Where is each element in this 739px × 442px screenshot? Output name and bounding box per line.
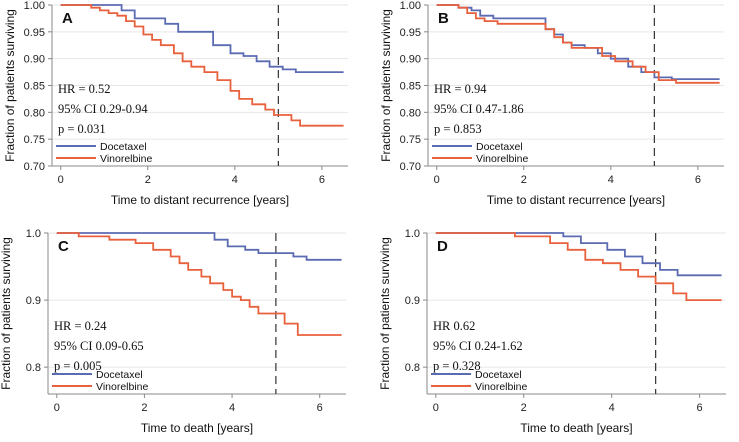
x-tick-label: 0 <box>58 174 64 186</box>
panel-c: 0.8 0.9 1.0 0 2 4 6 C HR = 0.24 95% CI 0.09-0.65 p… <box>0 228 346 435</box>
y-axis-label: Fraction of patients surviving <box>379 9 393 162</box>
y-tick-label: 0.90 <box>400 54 421 66</box>
hazard-ratio-text: HR = 0.52 <box>58 82 111 96</box>
panel-letter: C <box>58 238 69 255</box>
panel-letter: D <box>437 238 448 255</box>
x-tick-label: 0 <box>433 402 439 414</box>
series-line-vinorelbine <box>436 4 720 84</box>
x-tick-label: 4 <box>608 174 614 186</box>
y-tick-label: 0.75 <box>400 134 421 146</box>
x-axis-label: Time to distant recurrence [years] <box>111 193 289 207</box>
x-tick-label: 2 <box>141 402 147 414</box>
p-value-text: p = 0.005 <box>54 359 102 373</box>
y-tick-label: 1.00 <box>24 0 45 12</box>
y-tick-label: 0.80 <box>24 107 45 119</box>
y-axis-label: Fraction of patients surviving <box>3 9 17 162</box>
legend-label-docetaxel: Docetaxel <box>476 141 523 153</box>
panel-letter: A <box>62 10 73 27</box>
y-tick-label: 1.00 <box>400 0 421 12</box>
legend-label-vinorelbine: Vinorelbine <box>476 153 529 165</box>
x-tick-label: 4 <box>609 402 615 414</box>
confidence-interval-text: 95% CI 0.29-0.94 <box>58 102 148 116</box>
x-tick-label: 6 <box>319 174 325 186</box>
p-value-text: p = 0.853 <box>434 122 482 136</box>
legend-label-docetaxel: Docetaxel <box>475 369 522 381</box>
p-value-text: p = 0.328 <box>433 359 481 373</box>
confidence-interval-text: 95% CI 0.24-1.62 <box>433 339 523 353</box>
x-tick-label: 2 <box>521 174 527 186</box>
y-tick-label: 0.80 <box>400 107 421 119</box>
series-line-docetaxel <box>60 4 344 73</box>
panel-a: 0.70 0.75 0.80 0.85 0.90 0.95 1.00 0 2 4 6 A HR = 0.… <box>3 0 348 207</box>
series-line-vinorelbine <box>60 4 344 127</box>
series-line-docetaxel <box>435 232 722 277</box>
x-axis-label: Time to death [years] <box>141 421 253 435</box>
x-tick-label: 0 <box>54 402 60 414</box>
panel-letter: B <box>438 10 449 27</box>
confidence-interval-text: 95% CI 0.47-1.86 <box>434 102 524 116</box>
legend-label-vinorelbine: Vinorelbine <box>475 381 528 393</box>
legend-label-docetaxel: Docetaxel <box>100 141 147 153</box>
series-line-vinorelbine <box>435 232 722 301</box>
legend-label-vinorelbine: Vinorelbine <box>96 381 149 393</box>
y-tick-label: 0.8 <box>405 362 420 374</box>
series-line-docetaxel <box>56 232 342 261</box>
y-tick-label: 0.85 <box>400 81 421 93</box>
y-axis-label: Fraction of patients surviving <box>378 237 392 390</box>
y-tick-label: 1.0 <box>405 228 420 240</box>
y-tick-label: 0.70 <box>400 161 421 173</box>
y-tick-label: 0.70 <box>24 161 45 173</box>
series-line-docetaxel <box>436 4 720 80</box>
panel-d: 0.8 0.9 1.0 0 2 4 6 D HR 0.62 95% CI 0.24-1.62 p =… <box>378 228 726 435</box>
panel-b: 0.70 0.75 0.80 0.85 0.90 0.95 1.00 0 2 4 6 B HR = 0.… <box>379 0 724 207</box>
x-tick-label: 6 <box>317 402 323 414</box>
y-tick-label: 0.75 <box>24 134 45 146</box>
x-axis-label: Time to death [years] <box>520 421 632 435</box>
hazard-ratio-text: HR = 0.94 <box>434 82 487 96</box>
y-tick-label: 0.9 <box>26 295 41 307</box>
y-tick-label: 0.85 <box>24 81 45 93</box>
x-tick-label: 6 <box>695 174 701 186</box>
y-tick-label: 1.0 <box>26 228 41 240</box>
y-axis-label: Fraction of patients surviving <box>0 237 13 390</box>
x-tick-label: 6 <box>697 402 703 414</box>
series-line-vinorelbine <box>56 232 342 336</box>
x-axis-label: Time to distant recurrence [years] <box>487 193 665 207</box>
x-tick-label: 2 <box>145 174 151 186</box>
x-tick-label: 4 <box>232 174 238 186</box>
hazard-ratio-text: HR = 0.24 <box>54 319 107 333</box>
y-tick-label: 0.9 <box>405 295 420 307</box>
x-tick-label: 0 <box>434 174 440 186</box>
x-tick-label: 2 <box>521 402 527 414</box>
y-tick-label: 0.95 <box>24 27 45 39</box>
legend-label-vinorelbine: Vinorelbine <box>100 153 153 165</box>
hazard-ratio-text: HR 0.62 <box>433 319 475 333</box>
y-tick-label: 0.95 <box>400 27 421 39</box>
p-value-text: p = 0.031 <box>58 122 106 136</box>
y-tick-label: 0.8 <box>26 362 41 374</box>
confidence-interval-text: 95% CI 0.09-0.65 <box>54 339 144 353</box>
legend-label-docetaxel: Docetaxel <box>96 369 143 381</box>
x-tick-label: 4 <box>229 402 235 414</box>
y-tick-label: 0.90 <box>24 54 45 66</box>
